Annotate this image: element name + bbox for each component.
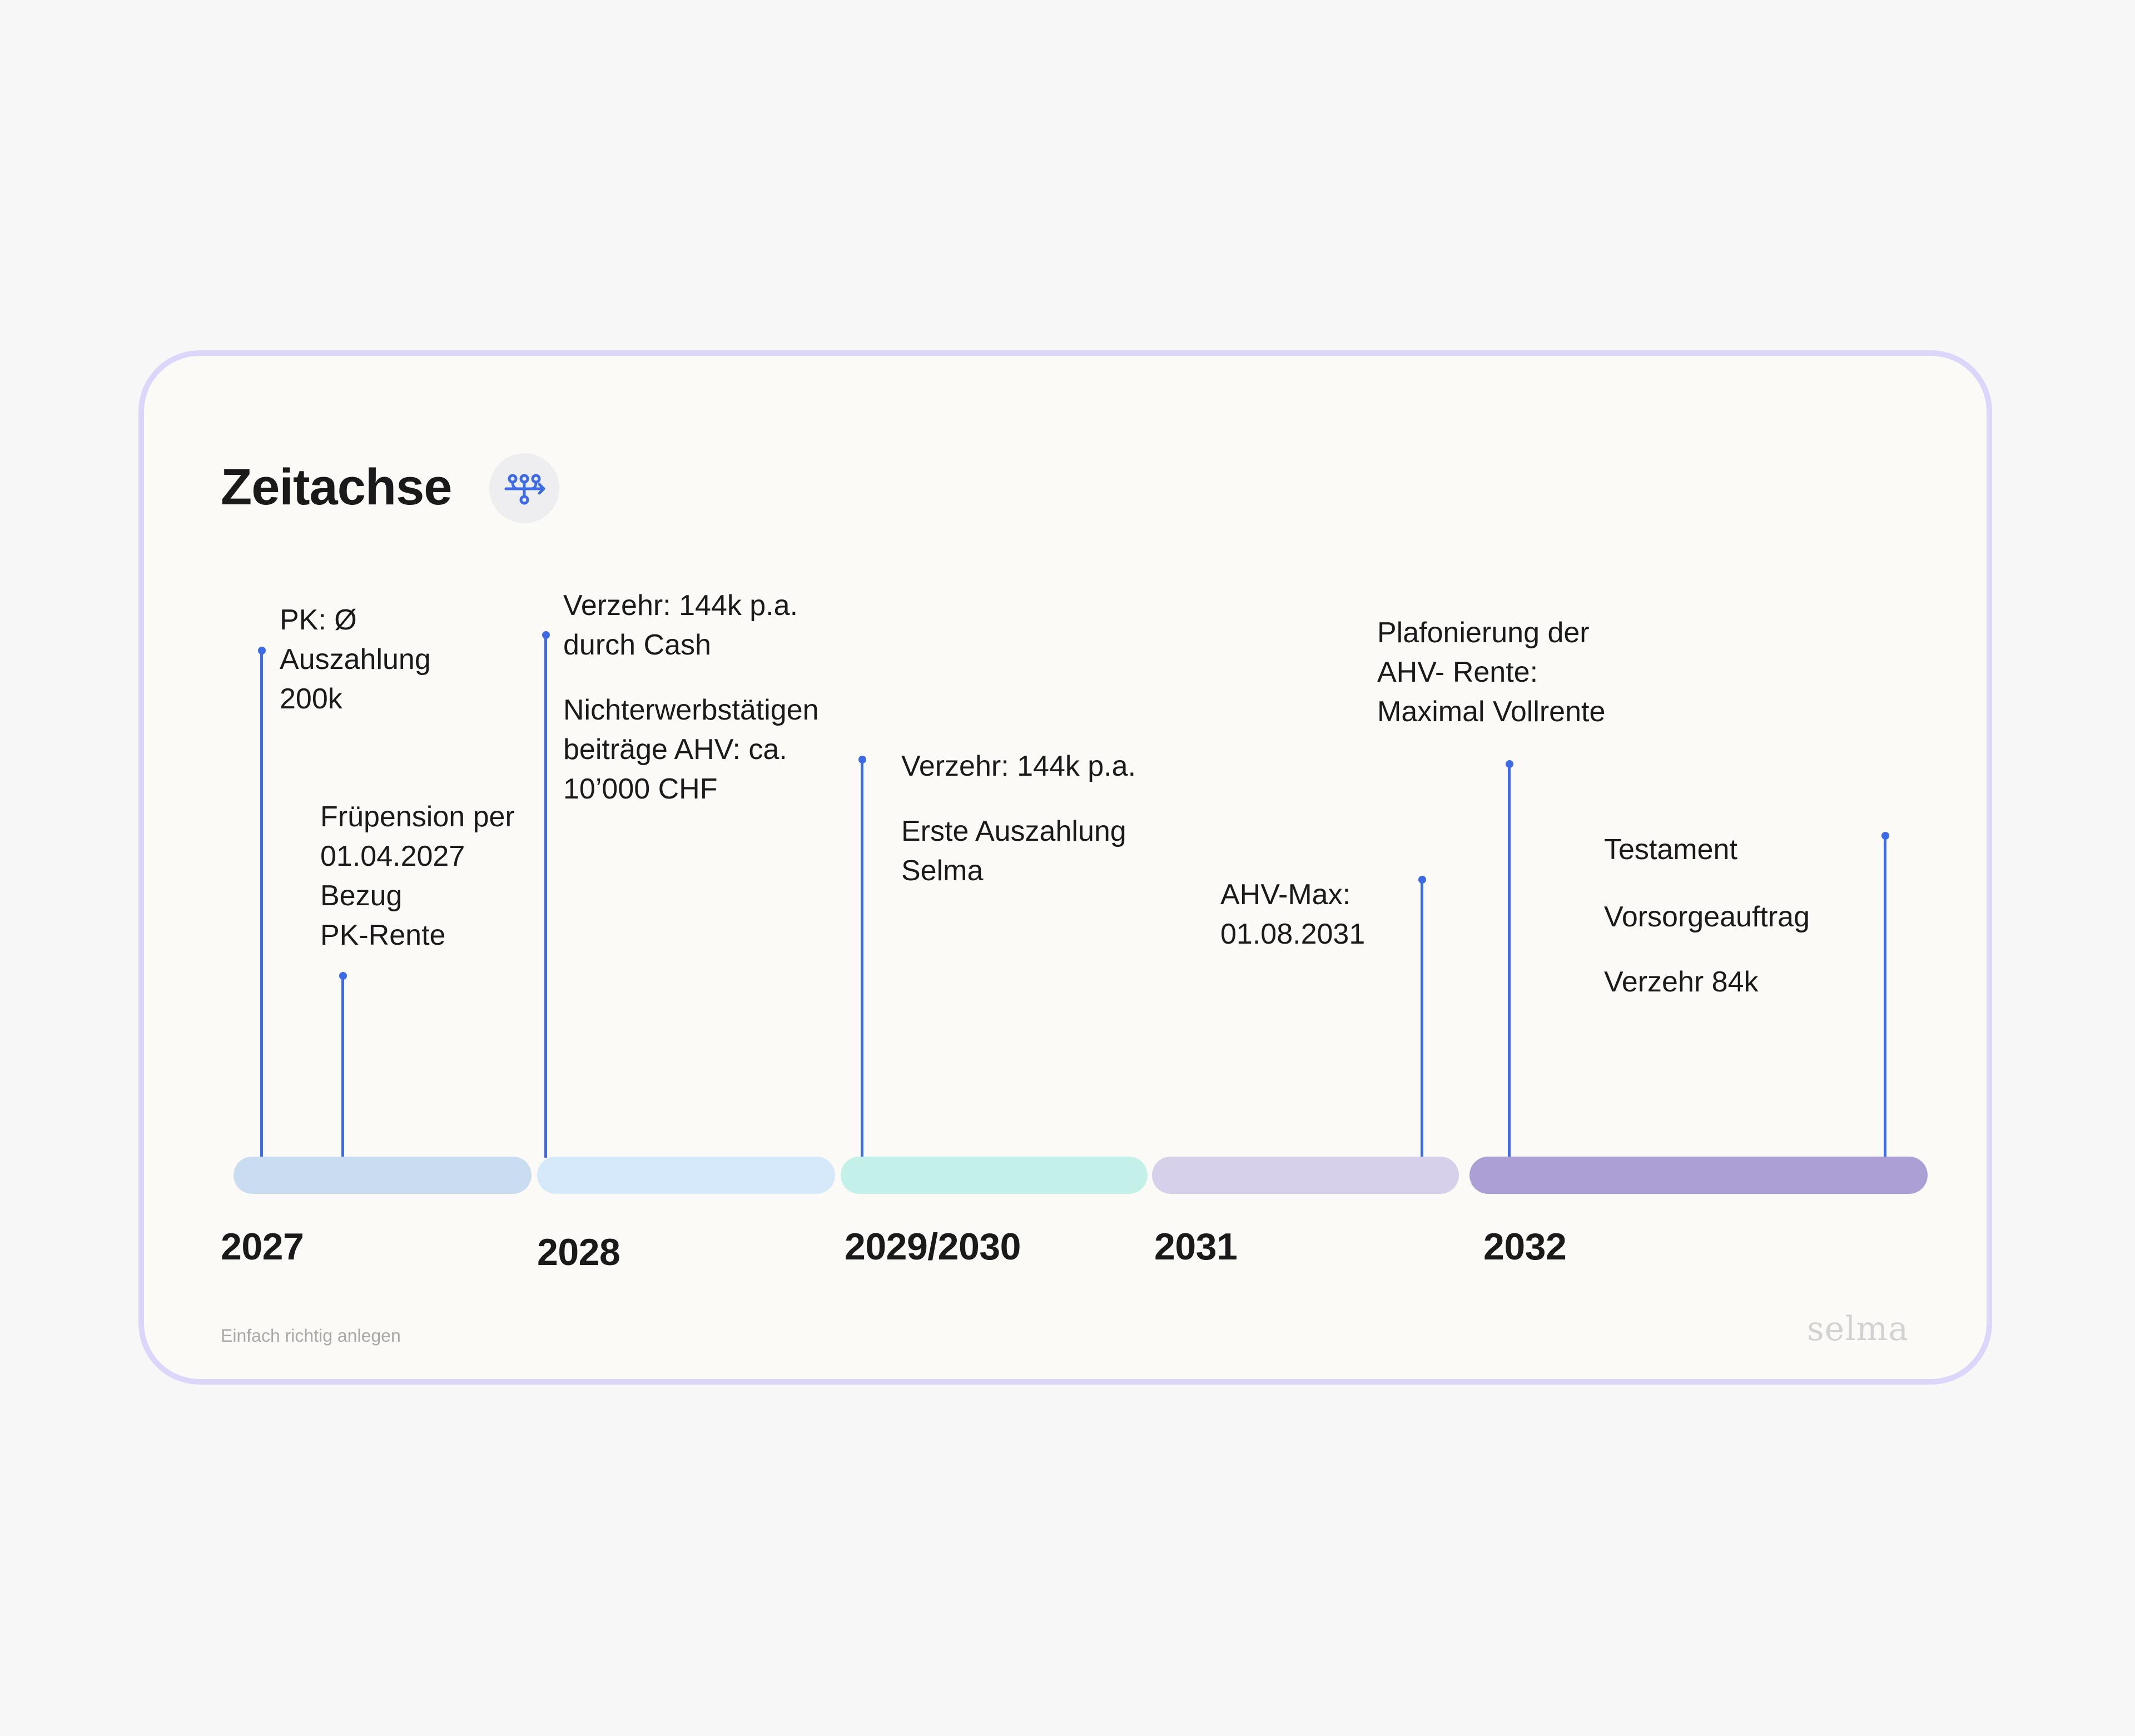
event-note-plafonierung: Plafonierung der AHV- Rente: Maximal Vol… <box>1377 617 1606 728</box>
event-stem-2029 <box>858 756 866 1158</box>
year-label-2029-2030: 2029/2030 <box>845 1226 1021 1268</box>
timeline-bar-2029-2030 <box>841 1157 1148 1194</box>
event-stem-plafonierung <box>1505 760 1513 1158</box>
event-stem-fruehpension <box>339 972 347 1158</box>
event-note-verzehr-cash: Verzehr: 144k p.a. durch Cash Nichterwer… <box>563 589 819 805</box>
year-label-2028: 2028 <box>537 1231 620 1273</box>
year-label-2027: 2027 <box>221 1226 304 1268</box>
event-stem-ahv-max <box>1418 876 1426 1158</box>
year-label-2031: 2031 <box>1154 1226 1238 1268</box>
event-note-testament: Testament Vorsorgeauftrag Verzehr 84k <box>1604 834 1810 998</box>
timeline-card <box>138 350 1992 1385</box>
page-title: Zeitachse <box>221 459 452 515</box>
event-stem-verzehr-cash <box>542 631 550 1158</box>
event-note-2029: Verzehr: 144k p.a. Erste Auszahlung Selm… <box>901 750 1136 887</box>
event-note-pk-auszahlung: PK: Ø Auszahlung 200k <box>280 604 431 715</box>
timeline-bar-2031 <box>1152 1157 1459 1194</box>
event-stem-pk-auszahlung <box>257 647 266 1158</box>
event-stem-testament <box>1881 832 1889 1158</box>
timeline-flow-icon <box>489 453 559 523</box>
timeline-bar-2028 <box>537 1157 835 1194</box>
selma-logo: selma <box>1807 1310 1909 1348</box>
timeline-bar-2027 <box>234 1157 532 1194</box>
footer-tagline: Einfach richtig anlegen <box>221 1326 401 1346</box>
year-label-2032: 2032 <box>1483 1226 1567 1268</box>
timeline-bar-2032 <box>1469 1157 1928 1194</box>
event-note-ahv-max: AHV-Max: 01.08.2031 <box>1220 879 1366 950</box>
event-note-fruehpension: Früpension per 01.04.2027 Bezug PK-Rente <box>320 801 515 951</box>
